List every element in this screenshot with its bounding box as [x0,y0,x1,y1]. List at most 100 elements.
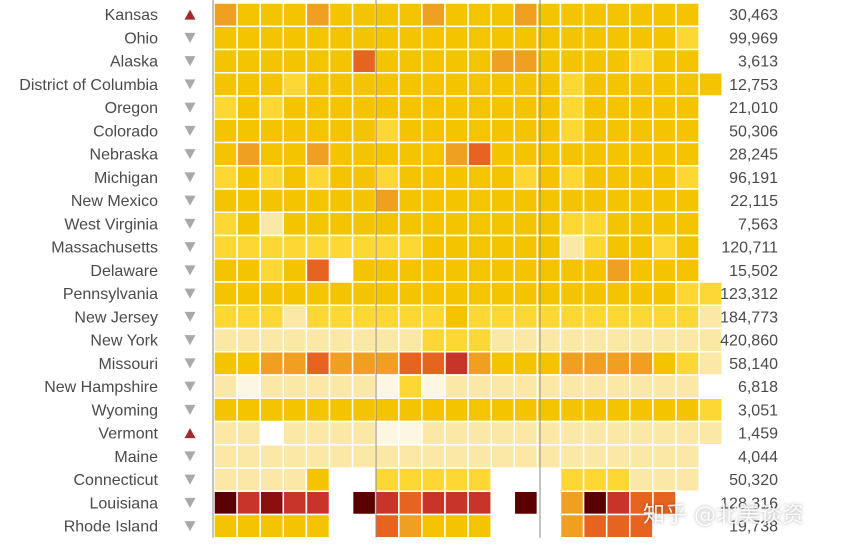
heatmap-cell [582,25,608,51]
trend-down-icon [184,381,196,392]
heatmap-cell [652,48,677,74]
heatmap-cell [605,374,631,399]
heatmap-cell [398,513,423,539]
heatmap-cell [236,397,261,423]
state-label: Michigan [94,170,158,187]
state-label: New York [90,333,159,350]
heatmap-cell [652,374,677,399]
heatmap-cell [675,141,700,167]
heatmap-cell [675,397,700,423]
heatmap-cell [652,490,677,516]
heatmap-cell [605,211,631,237]
total-label: 15,502 [729,263,778,280]
total-label: 12,753 [729,77,778,94]
trend-down-icon [184,474,196,485]
heatmap-cell [605,467,631,492]
heatmap-cell [236,118,261,144]
heatmap-cell [328,327,354,353]
heatmap-cell [328,374,354,399]
heatmap-cell [374,258,400,283]
heatmap-cell [652,397,677,423]
heatmap-cell [259,118,285,144]
total-label: 123,312 [720,286,778,303]
heatmap-cell [536,25,562,51]
heatmap-cell [398,25,423,51]
heatmap-cell [559,304,585,330]
heatmap-cell [351,351,377,376]
heatmap-cell [675,2,700,27]
heatmap-cell [536,327,562,353]
heatmap-cell [259,374,285,399]
heatmap-cell [629,304,654,330]
heatmap-cell [444,95,469,120]
heatmap-cell [328,95,354,120]
total-label: 3,051 [738,402,778,419]
heatmap-cell [513,490,539,516]
heatmap-cell [444,281,469,306]
heatmap-cell [374,513,400,539]
heatmap-cell [559,25,585,51]
heatmap-cell [282,118,308,144]
heatmap-cell [213,397,238,423]
heatmap-cell [421,351,446,376]
trend-up-icon [184,428,196,439]
heatmap-cell [421,490,446,516]
heatmap-cell [236,513,261,539]
heatmap-cell [305,397,331,423]
watermark: 知乎 @北美谈资 [643,503,804,528]
heatmap-cell [605,188,631,213]
heatmap-cell [582,234,608,260]
heatmap-cell [559,281,585,306]
state-label: District of Columbia [19,77,158,94]
heatmap-cell [536,165,562,190]
heatmap-cell [305,2,331,27]
heatmap-cell [374,304,400,330]
heatmap-cell [605,281,631,306]
heatmap-cell [490,72,516,97]
heatmap-cell [351,48,377,74]
heatmap-cell [675,72,700,97]
heatmap-cell [513,48,539,74]
heatmap-cell [398,188,423,213]
heatmap-cell [536,258,562,283]
heatmap-cell [582,351,608,376]
heatmap-cell [259,25,285,51]
heatmap-cell [282,165,308,190]
heatmap-cell [582,513,608,539]
heatmap-cell [652,258,677,283]
heatmap-cell [629,234,654,260]
heatmap-cell [444,513,469,539]
heatmap-cell [652,25,677,51]
heatmap-cell [236,374,261,399]
heatmap-cell [351,165,377,190]
group-dividers [212,0,541,538]
heatmap-cell [490,444,516,469]
heatmap-cell [467,211,492,237]
heatmap-cell [675,211,700,237]
heatmap-cell [328,420,354,446]
heatmap-cell [374,281,400,306]
heatmap-cell [629,351,654,376]
heatmap-cell [582,281,608,306]
heatmap-cell [675,304,700,330]
heatmap-cell [421,234,446,260]
heatmap-cell [513,72,539,97]
heatmap-cell [421,118,446,144]
heatmap-cell [282,72,308,97]
heatmap-cell [467,188,492,213]
heatmap-cell [374,25,400,51]
heatmap-cell [351,397,377,423]
heatmap-cell [444,397,469,423]
heatmap-cell [305,490,331,516]
heatmap-cell [236,327,261,353]
state-label: Oregon [105,100,158,117]
heatmap-cell [605,72,631,97]
heatmap-cell [236,188,261,213]
state-label: Maine [114,449,158,466]
trend-down-icon [184,149,196,160]
heatmap-cell [374,327,400,353]
heatmap-cell [513,211,539,237]
state-label: Alaska [110,54,158,71]
heatmap-cell [605,397,631,423]
